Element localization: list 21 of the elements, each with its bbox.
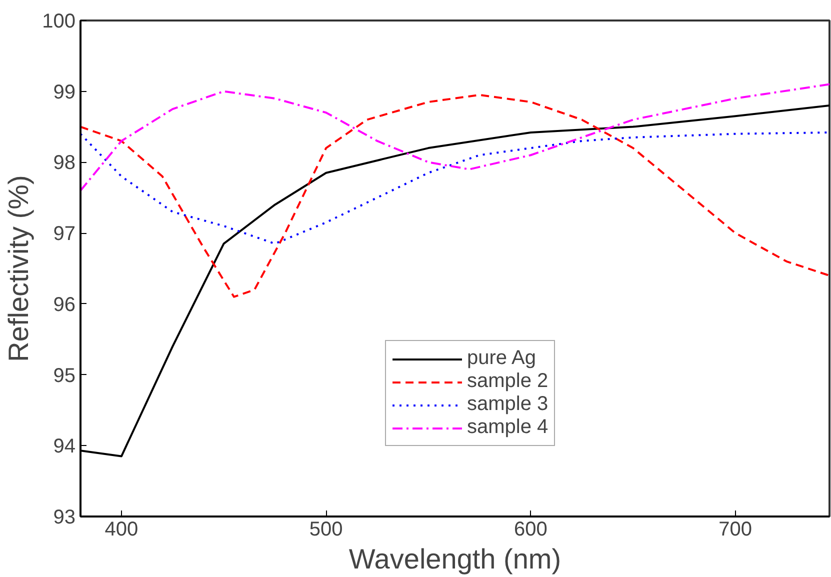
x-tick-label: 700 xyxy=(718,518,752,540)
legend-label: pure Ag xyxy=(467,347,536,370)
line-series xyxy=(80,94,830,298)
x-tick-label: 600 xyxy=(514,518,548,540)
line-series xyxy=(80,131,830,245)
legend-label: sample 4 xyxy=(467,416,548,439)
legend-label: sample 2 xyxy=(467,370,548,393)
x-tick-label: 400 xyxy=(104,518,138,540)
y-tick-label: 97 xyxy=(53,223,76,246)
y-tick-label: 96 xyxy=(53,294,76,316)
legend-label: sample 3 xyxy=(467,393,548,416)
y-tick-label: 98 xyxy=(53,152,76,174)
y-tick-label: 93 xyxy=(53,506,76,528)
y-tick-label: 100 xyxy=(42,10,76,32)
y-axis-title: Reflectivity (%) xyxy=(3,175,34,362)
x-axis-title: Wavelength (nm) xyxy=(348,544,562,574)
y-tick-label: 94 xyxy=(53,436,76,458)
x-tick-label: 500 xyxy=(309,518,343,540)
line-series xyxy=(80,83,830,192)
y-tick-label: 99 xyxy=(53,81,76,104)
y-tick-label: 95 xyxy=(53,364,76,387)
